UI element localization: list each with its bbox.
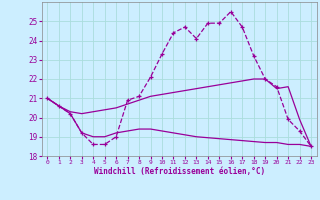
X-axis label: Windchill (Refroidissement éolien,°C): Windchill (Refroidissement éolien,°C): [94, 167, 265, 176]
